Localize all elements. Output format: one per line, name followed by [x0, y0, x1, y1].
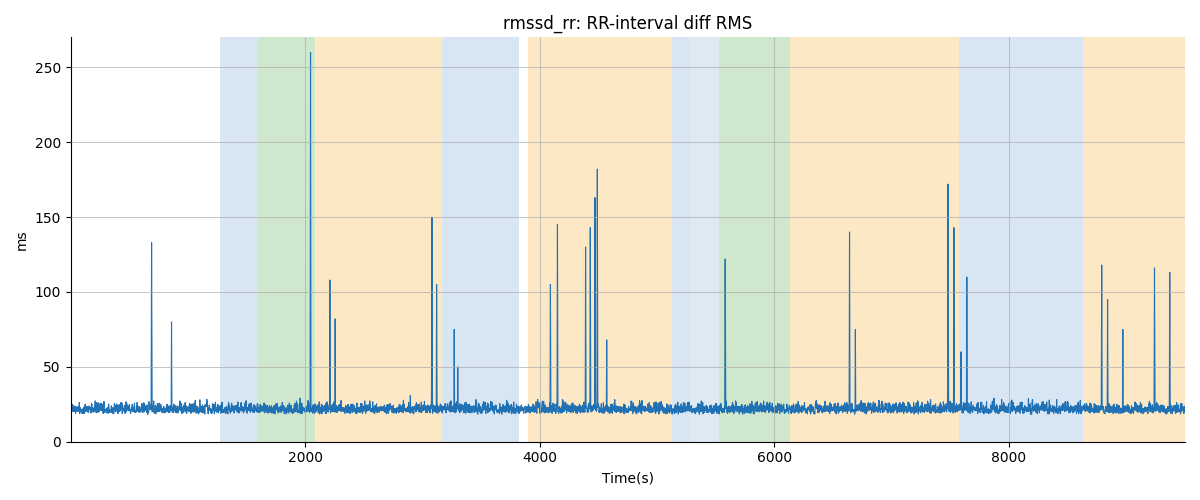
Bar: [959, 38, 1082, 442]
Bar: [528, 38, 672, 442]
Bar: [790, 38, 959, 442]
Bar: [314, 38, 443, 442]
Bar: [690, 38, 719, 442]
Y-axis label: ms: ms: [16, 229, 29, 250]
Bar: [719, 38, 790, 442]
Bar: [443, 38, 518, 442]
Bar: [258, 38, 314, 442]
Bar: [672, 38, 690, 442]
Title: rmssd_rr: RR-interval diff RMS: rmssd_rr: RR-interval diff RMS: [503, 15, 752, 34]
Bar: [220, 38, 258, 442]
Bar: [1082, 38, 1186, 442]
X-axis label: Time(s): Time(s): [602, 471, 654, 485]
